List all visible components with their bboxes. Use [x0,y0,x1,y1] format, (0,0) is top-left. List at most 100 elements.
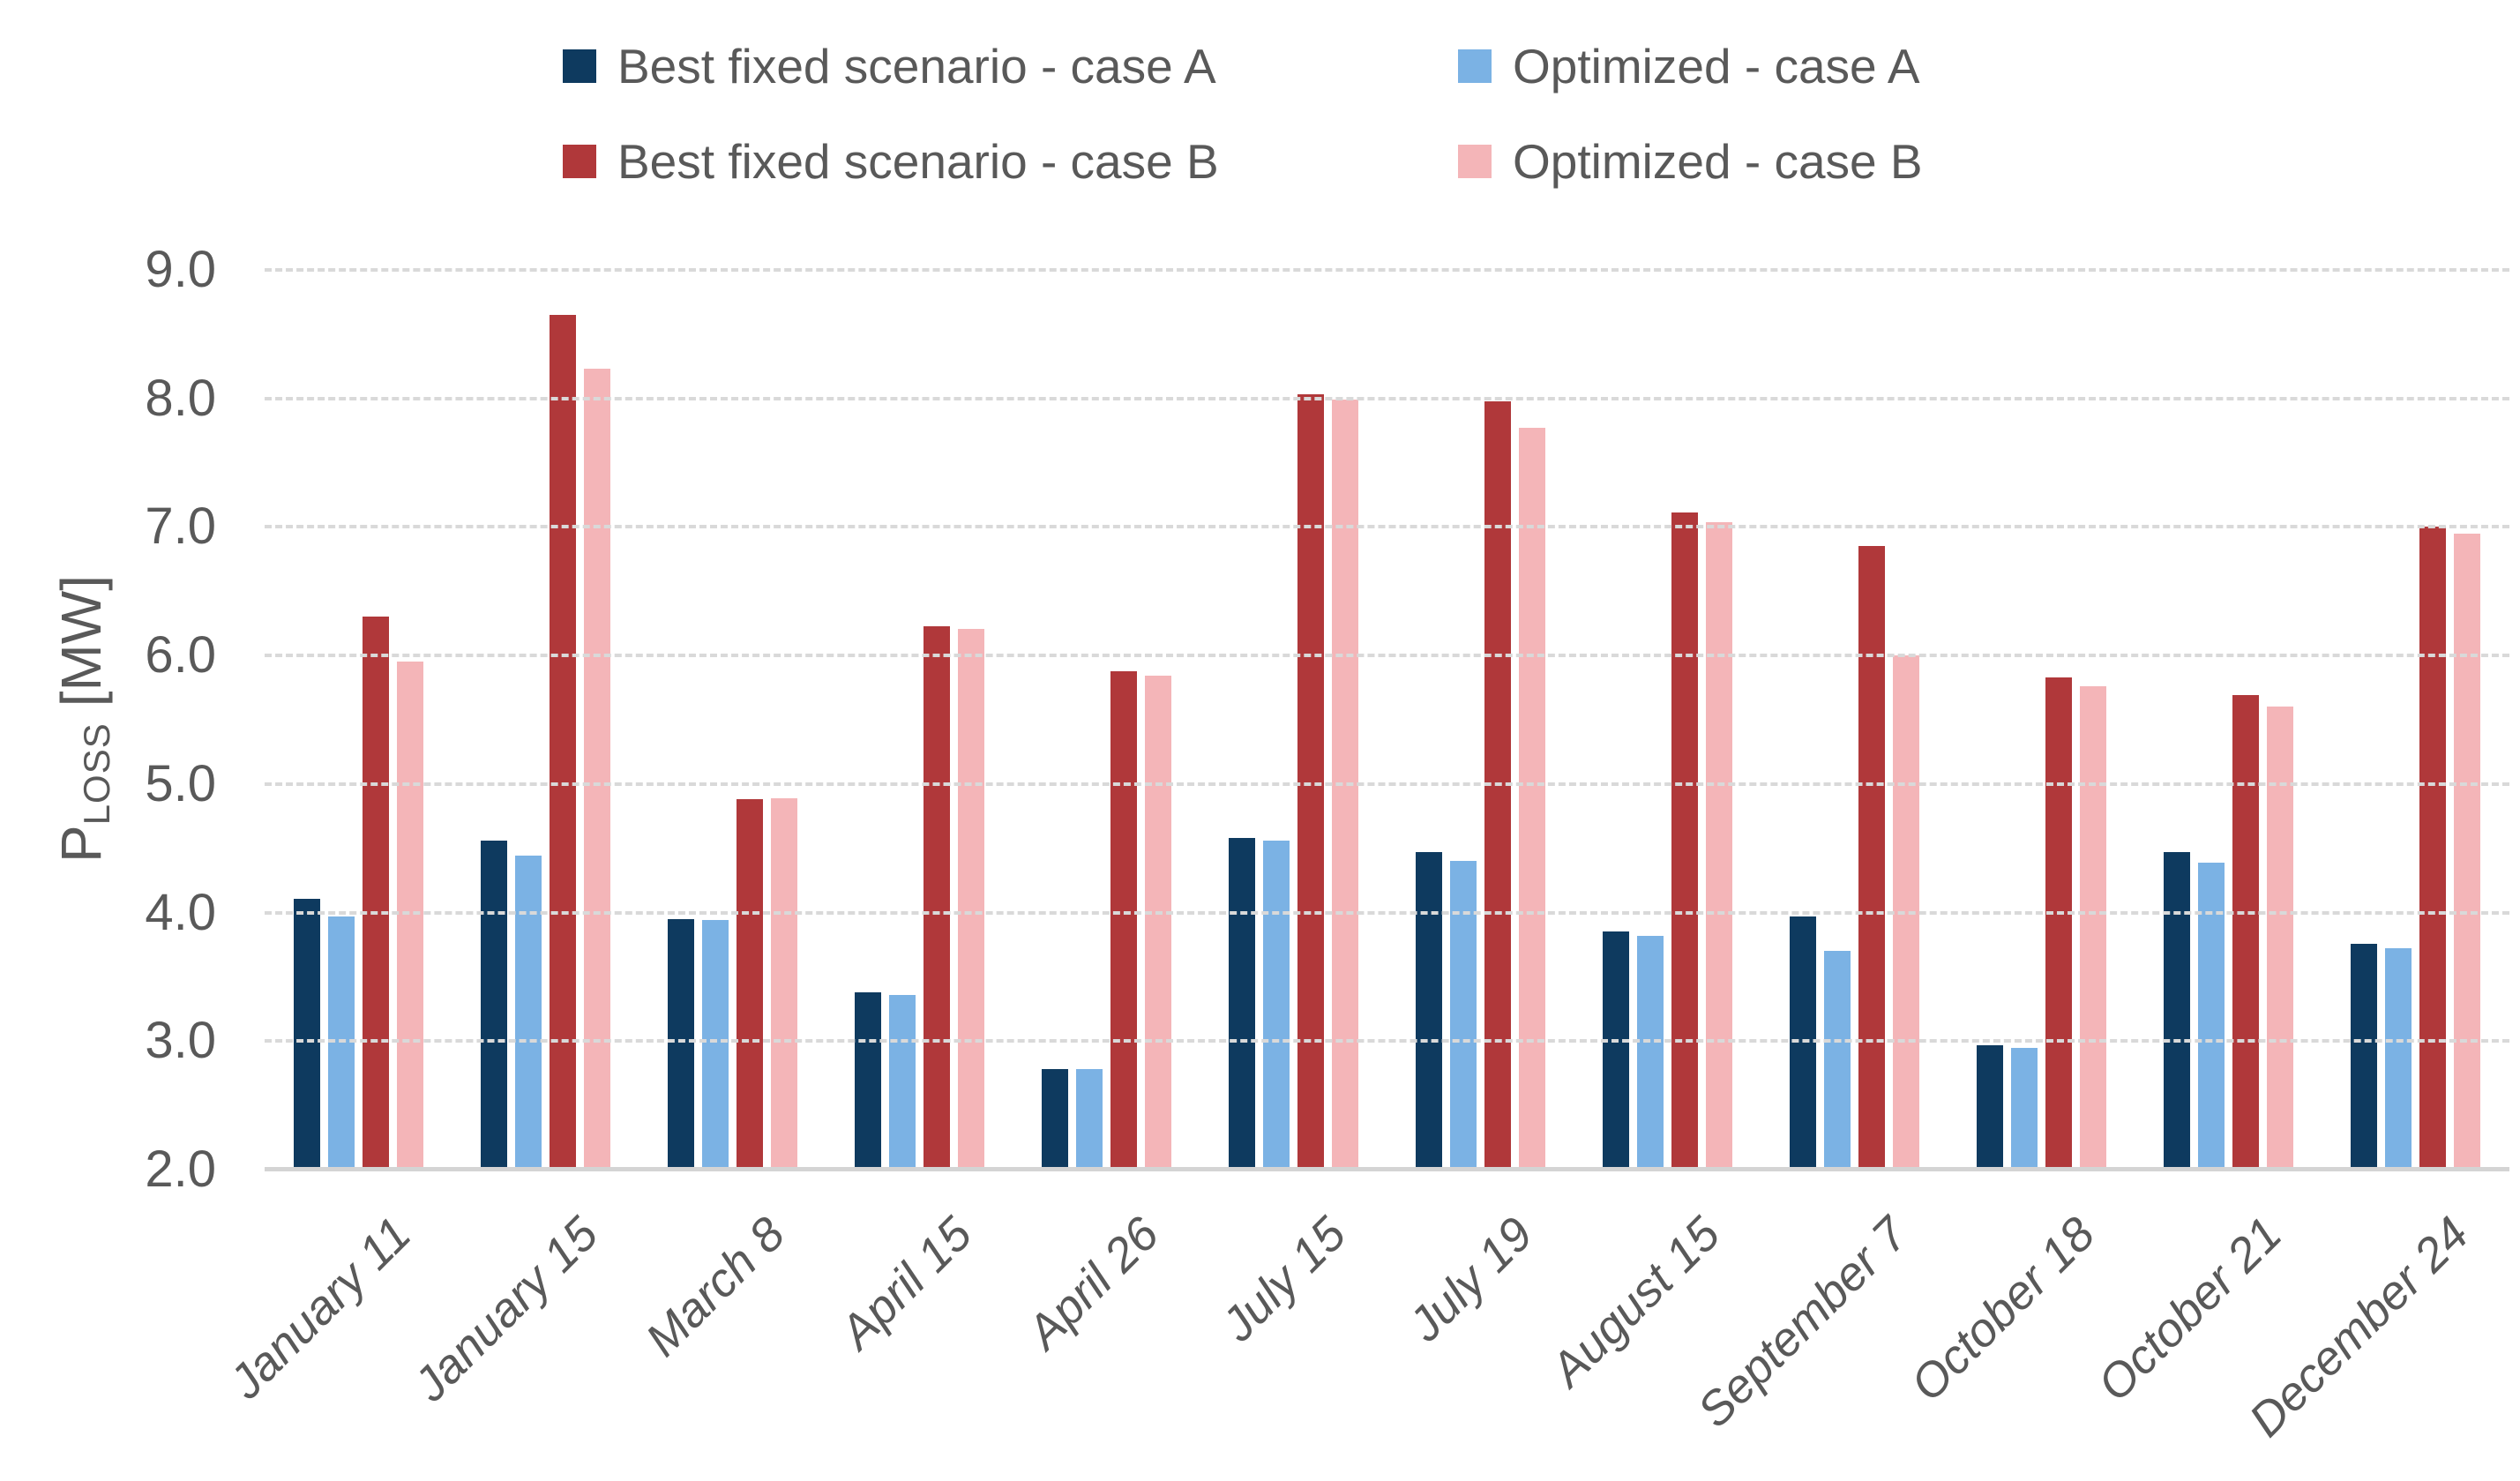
legend-item: Optimized - case A [1458,35,1920,97]
y-tick-label: 4.0 [145,883,216,941]
bar [1977,1044,2004,1170]
legend-label: Optimized - case A [1513,39,1920,93]
legend-item: Optimized - case B [1458,131,1923,192]
bar [2454,533,2481,1170]
bar [923,625,950,1170]
legend-swatch [1458,145,1492,178]
legend-swatch [563,145,596,178]
bar [1262,840,1290,1170]
y-tick-label: 9.0 [145,241,216,298]
bar-group [1200,270,1387,1170]
x-axis-line [265,1167,2509,1171]
y-tick-label: 7.0 [145,497,216,556]
gridline [265,396,2509,400]
bar-group [826,270,1013,1170]
bar-group [2135,270,2322,1170]
bar-group [1013,270,1200,1170]
x-category-label: April 26 [1017,1207,1170,1359]
legend-item: Best fixed scenario - case B [563,131,1219,192]
bar [888,994,916,1170]
bar [1110,670,1137,1170]
bar [2164,852,2191,1170]
bar-group [1574,270,1761,1170]
bar [1824,951,1851,1170]
bar [1858,546,1886,1170]
bar-groups [265,270,2509,1170]
x-category-label: April 15 [830,1207,983,1359]
gridline [265,268,2509,272]
bar [1603,931,1630,1170]
y-tick-label: 5.0 [145,754,216,812]
bar [957,628,984,1170]
bar [1075,1069,1103,1170]
bar [2351,943,2378,1170]
bar [1706,521,1733,1170]
legend-swatch [1458,49,1492,83]
bar [549,315,576,1170]
legend-label: Best fixed scenario - case B [617,134,1219,189]
bar [480,840,507,1170]
x-category-label: January 15 [403,1207,609,1412]
bar [1637,935,1664,1170]
bar [1450,861,1477,1170]
bar [583,369,610,1170]
bar [1519,428,1545,1170]
bar [514,856,542,1170]
bar [1228,838,1255,1170]
bar [396,662,423,1170]
y-axis-title: PLOSS[MW] [49,575,117,864]
gridline [265,910,2509,915]
bar [293,898,320,1170]
bar [327,916,355,1170]
x-category-label: August 15 [1541,1207,1731,1397]
bar [1416,852,1442,1170]
bar [2011,1047,2038,1170]
bar-group [1948,270,2135,1170]
bar [667,918,694,1170]
bar-group [265,270,452,1170]
legend-swatch [563,49,596,83]
bar [736,799,763,1170]
bar [2045,677,2073,1170]
bar [2232,695,2260,1170]
bar-group [639,270,826,1170]
gridline [265,525,2509,529]
bar-group [1387,270,1574,1170]
bar [701,920,729,1170]
bar-group [2322,270,2509,1170]
y-tick-label: 6.0 [145,626,216,684]
gridline [265,654,2509,658]
legend-label: Best fixed scenario - case A [617,39,1216,93]
gridline [265,1039,2509,1043]
bar-group [1761,270,1948,1170]
bar [2080,686,2107,1170]
legend-label: Optimized - case B [1513,134,1923,189]
bar [854,991,881,1170]
bar [2419,527,2447,1170]
x-category-label: January 11 [219,1207,422,1410]
gridline [265,782,2509,786]
bar-group [452,270,639,1170]
bar [1671,512,1699,1170]
x-category-label: July 15 [1212,1207,1357,1352]
bar [1041,1069,1068,1170]
y-tick-label: 3.0 [145,1012,216,1070]
bar [362,617,389,1170]
legend: Best fixed scenario - case A Optimized - … [0,0,2520,229]
x-category-label: October 18 [1900,1207,2105,1412]
legend-item: Best fixed scenario - case A [563,35,1216,97]
x-category-label: March 8 [635,1207,796,1367]
plot-area: 2.0 3.0 4.0 5.0 6.0 7.0 8.0 9.0 [145,241,2509,1198]
y-tick-label: 2.0 [145,1141,216,1198]
y-axis-title-symbol: P [49,825,113,864]
x-category-label: October 21 [2087,1207,2292,1412]
bar [1144,676,1171,1170]
bar [2385,948,2412,1170]
x-category-label: July 19 [1399,1207,1544,1352]
bar [2267,707,2294,1170]
bar [2198,862,2225,1170]
bar [1790,916,1817,1170]
y-tick-label: 8.0 [145,369,216,427]
bar [770,797,797,1170]
